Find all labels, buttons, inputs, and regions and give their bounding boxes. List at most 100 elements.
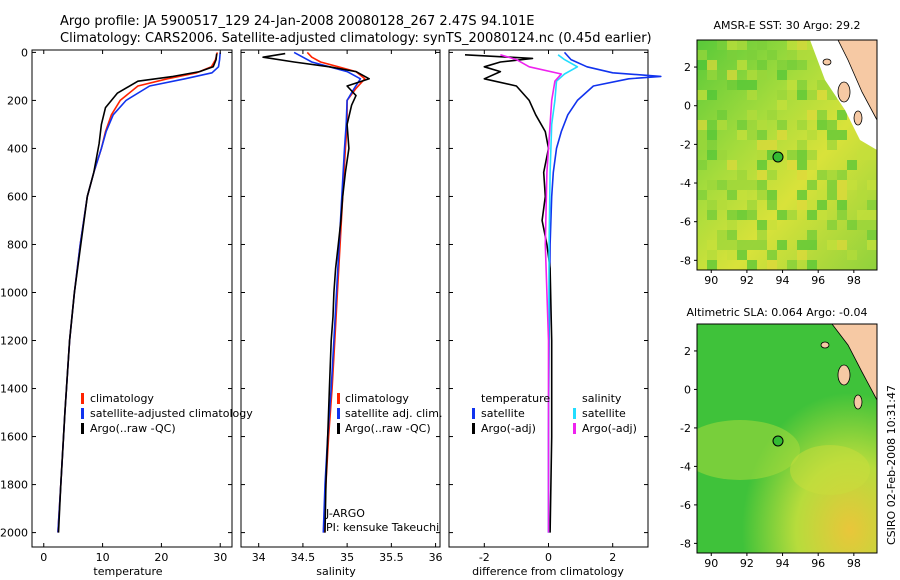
sst-cell xyxy=(757,230,767,240)
y-tick-label: 400 xyxy=(7,142,28,155)
temperature-chart: 0 10 20 30 0 200 400 600 800 1000 1200 1400 1600 1800… xyxy=(0,46,232,564)
sst-cell xyxy=(757,130,767,140)
map-y-tick-label: -4 xyxy=(680,460,691,473)
sst-cell xyxy=(857,210,867,220)
sst-cell xyxy=(757,170,767,180)
sst-cell xyxy=(807,130,817,140)
sst-cell xyxy=(697,50,707,60)
map-x-tick-label: 90 xyxy=(704,274,718,287)
x-tick-label: 35.5 xyxy=(379,551,404,564)
sst-cell xyxy=(797,40,807,50)
sst-cell xyxy=(807,180,817,190)
sst-cell xyxy=(797,150,807,160)
sst-cell xyxy=(827,190,837,200)
sst-cell xyxy=(737,170,747,180)
legend-swatch-argo xyxy=(81,423,84,434)
sst-cell xyxy=(767,200,777,210)
sst-cell xyxy=(767,50,777,60)
sst-cell xyxy=(767,220,777,230)
sst-cell xyxy=(867,220,877,230)
sst-cell xyxy=(717,230,727,240)
header-line1: Argo profile: JA 5900517_129 24-Jan-2008… xyxy=(60,14,534,29)
map-y-tick-label: -2 xyxy=(680,138,691,151)
sst-cell xyxy=(777,70,787,80)
legend-swatch-sal-satellite xyxy=(573,408,576,419)
y-tick-label: 800 xyxy=(7,238,28,251)
sst-cell xyxy=(727,230,737,240)
legend-sal-argo: Argo(-adj) xyxy=(582,422,637,435)
map-y-tick-label: 2 xyxy=(684,61,691,74)
sst-cell xyxy=(797,240,807,250)
sst-texture xyxy=(697,40,877,270)
sst-cell xyxy=(747,90,757,100)
y-tick-label: 0 xyxy=(21,46,28,59)
sst-cell xyxy=(727,180,737,190)
x-tick-label: -2 xyxy=(479,551,490,564)
sst-cell xyxy=(697,90,707,100)
sst-cell xyxy=(707,140,717,150)
sst-cell xyxy=(747,80,757,90)
x-tick-label: 36 xyxy=(429,551,443,564)
x-tick-label: 35 xyxy=(340,551,354,564)
sst-cell xyxy=(827,240,837,250)
sst-cell xyxy=(867,180,877,190)
x-tick-label: 20 xyxy=(154,551,168,564)
sst-cell xyxy=(717,200,727,210)
map-x-tick-label: 92 xyxy=(740,557,754,570)
map-x-tick-label: 96 xyxy=(811,557,825,570)
island-shape xyxy=(820,341,830,349)
map-y-tick-label: -4 xyxy=(680,177,691,190)
sst-cell xyxy=(767,110,777,120)
sst-cell xyxy=(737,210,747,220)
island-shape xyxy=(853,394,863,410)
sst-cell xyxy=(817,190,827,200)
sst-cell xyxy=(827,130,837,140)
sst-cell xyxy=(727,50,737,60)
legend-temp-argo: Argo(-adj) xyxy=(481,422,536,435)
legend-swatch-sal-argo xyxy=(573,423,576,434)
sst-cell xyxy=(847,220,857,230)
sst-cell xyxy=(857,220,867,230)
sst-cell xyxy=(747,50,757,60)
sla-map-ticks: 90 92 94 96 98 2 0 -2 -4 -6 -8 xyxy=(680,345,861,570)
map-y-tick-label: 0 xyxy=(684,100,691,113)
island-shape xyxy=(837,81,851,103)
sst-cell xyxy=(707,200,717,210)
header-line2: Climatology: CARS2006. Satellite-adjuste… xyxy=(60,31,652,46)
legend-salinity-heading: salinity xyxy=(582,392,622,405)
series-temperature-argo-adj- xyxy=(464,54,553,533)
map-y-tick-label: -8 xyxy=(680,537,691,550)
sst-cell xyxy=(757,220,767,230)
series-temperature-satellite xyxy=(547,51,662,533)
temperature-panel-frame xyxy=(31,49,233,548)
sst-cell xyxy=(837,110,847,120)
sst-cell xyxy=(827,220,837,230)
series-argo-raw-qc- xyxy=(57,53,218,533)
difference-chart: -2 0 2 xyxy=(449,50,662,564)
salinity-xlabel: salinity xyxy=(316,565,356,578)
sst-cell xyxy=(717,110,727,120)
map-y-tick-label: -6 xyxy=(680,216,691,229)
sst-cell xyxy=(837,130,847,140)
sst-cell xyxy=(757,180,767,190)
sst-cell xyxy=(707,210,717,220)
map-x-tick-label: 94 xyxy=(776,557,790,570)
salinity-legend: climatology satellite adj. clim. Argo(..… xyxy=(325,392,442,534)
y-tick-label: 1000 xyxy=(0,286,28,299)
x-tick-label: 2 xyxy=(609,551,616,564)
legend-satellite: satellite adj. clim. xyxy=(345,407,442,420)
sst-cell xyxy=(817,210,827,220)
sst-cell xyxy=(707,70,717,80)
salinity-panel-frame xyxy=(240,49,441,548)
annotation-pi: PI: kensuke Takeuchi xyxy=(326,521,439,534)
sst-cell xyxy=(777,100,787,110)
sst-cell xyxy=(697,160,707,170)
sst-cell xyxy=(847,180,857,190)
sst-cell xyxy=(717,150,727,160)
sst-cell xyxy=(717,40,727,50)
sst-cell xyxy=(857,190,867,200)
sst-cell xyxy=(797,190,807,200)
sst-cell xyxy=(757,120,767,130)
legend-temp-satellite: satellite xyxy=(481,407,525,420)
sst-cell xyxy=(807,260,817,270)
